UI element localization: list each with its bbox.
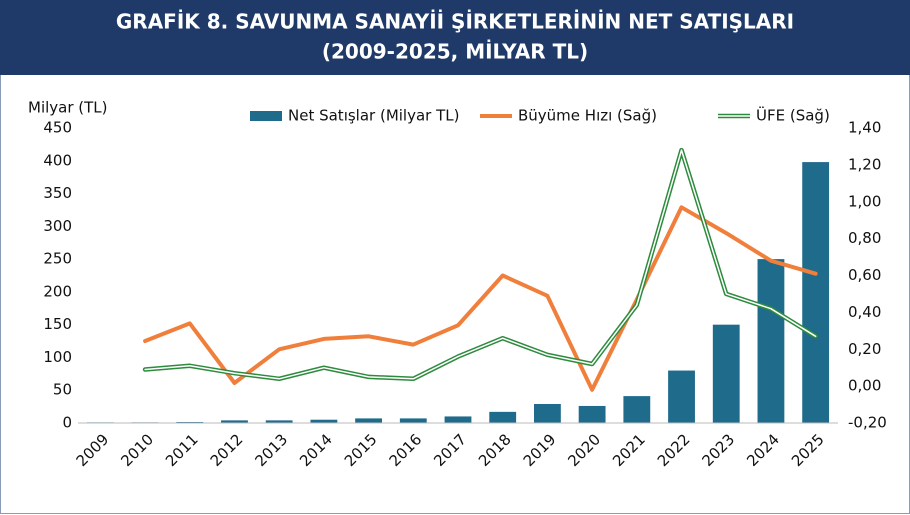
y-tick-label: 400 [43, 151, 72, 169]
legend-swatch [250, 111, 282, 121]
chart-title: GRAFİK 8. SAVUNMA SANAYİİ ŞİRKETLERİNİN … [116, 10, 794, 34]
bar [757, 259, 785, 423]
bar [668, 370, 695, 423]
y-tick-label: 150 [43, 315, 72, 333]
y-tick-label: 250 [43, 250, 72, 268]
y2-tick-label: 0,00 [848, 377, 881, 395]
bar [310, 419, 338, 423]
y-tick-label: 450 [43, 119, 72, 137]
legend-label: Net Satışlar (Milyar TL) [288, 107, 459, 125]
bar [399, 418, 427, 423]
y2-tick-label: 1,20 [848, 155, 881, 173]
header-band [0, 0, 910, 75]
y2-tick-label: 0,20 [848, 340, 881, 358]
line-inner [144, 149, 817, 380]
y-tick-label: 100 [43, 348, 72, 366]
y2-tick-label: 1,40 [848, 119, 881, 137]
y-tick-label: 0 [62, 414, 72, 432]
bar [444, 416, 472, 423]
bar [578, 405, 606, 423]
bar [265, 420, 293, 423]
y2-tick-label: -0,20 [848, 414, 887, 432]
bar [623, 396, 651, 423]
bar [534, 403, 561, 423]
y-tick-label: 200 [43, 282, 72, 300]
bar [221, 420, 248, 423]
bar [802, 162, 830, 424]
legend-label: ÜFE (Sağ) [756, 106, 830, 125]
legend-label: Büyüme Hızı (Sağ) [518, 107, 657, 125]
y-axis-label: Milyar (TL) [28, 99, 108, 117]
y2-tick-label: 1,00 [848, 192, 881, 210]
y2-tick-label: 0,60 [848, 266, 881, 284]
y2-tick-label: 0,40 [848, 303, 881, 321]
y-tick-label: 50 [53, 381, 72, 399]
y-tick-label: 350 [43, 184, 72, 202]
bar [712, 324, 740, 423]
y-tick-label: 300 [43, 217, 72, 235]
bar [355, 418, 382, 423]
bar [489, 411, 517, 423]
y2-tick-label: 0,80 [848, 229, 881, 247]
chart-title: (2009-2025, MİLYAR TL) [322, 40, 588, 64]
